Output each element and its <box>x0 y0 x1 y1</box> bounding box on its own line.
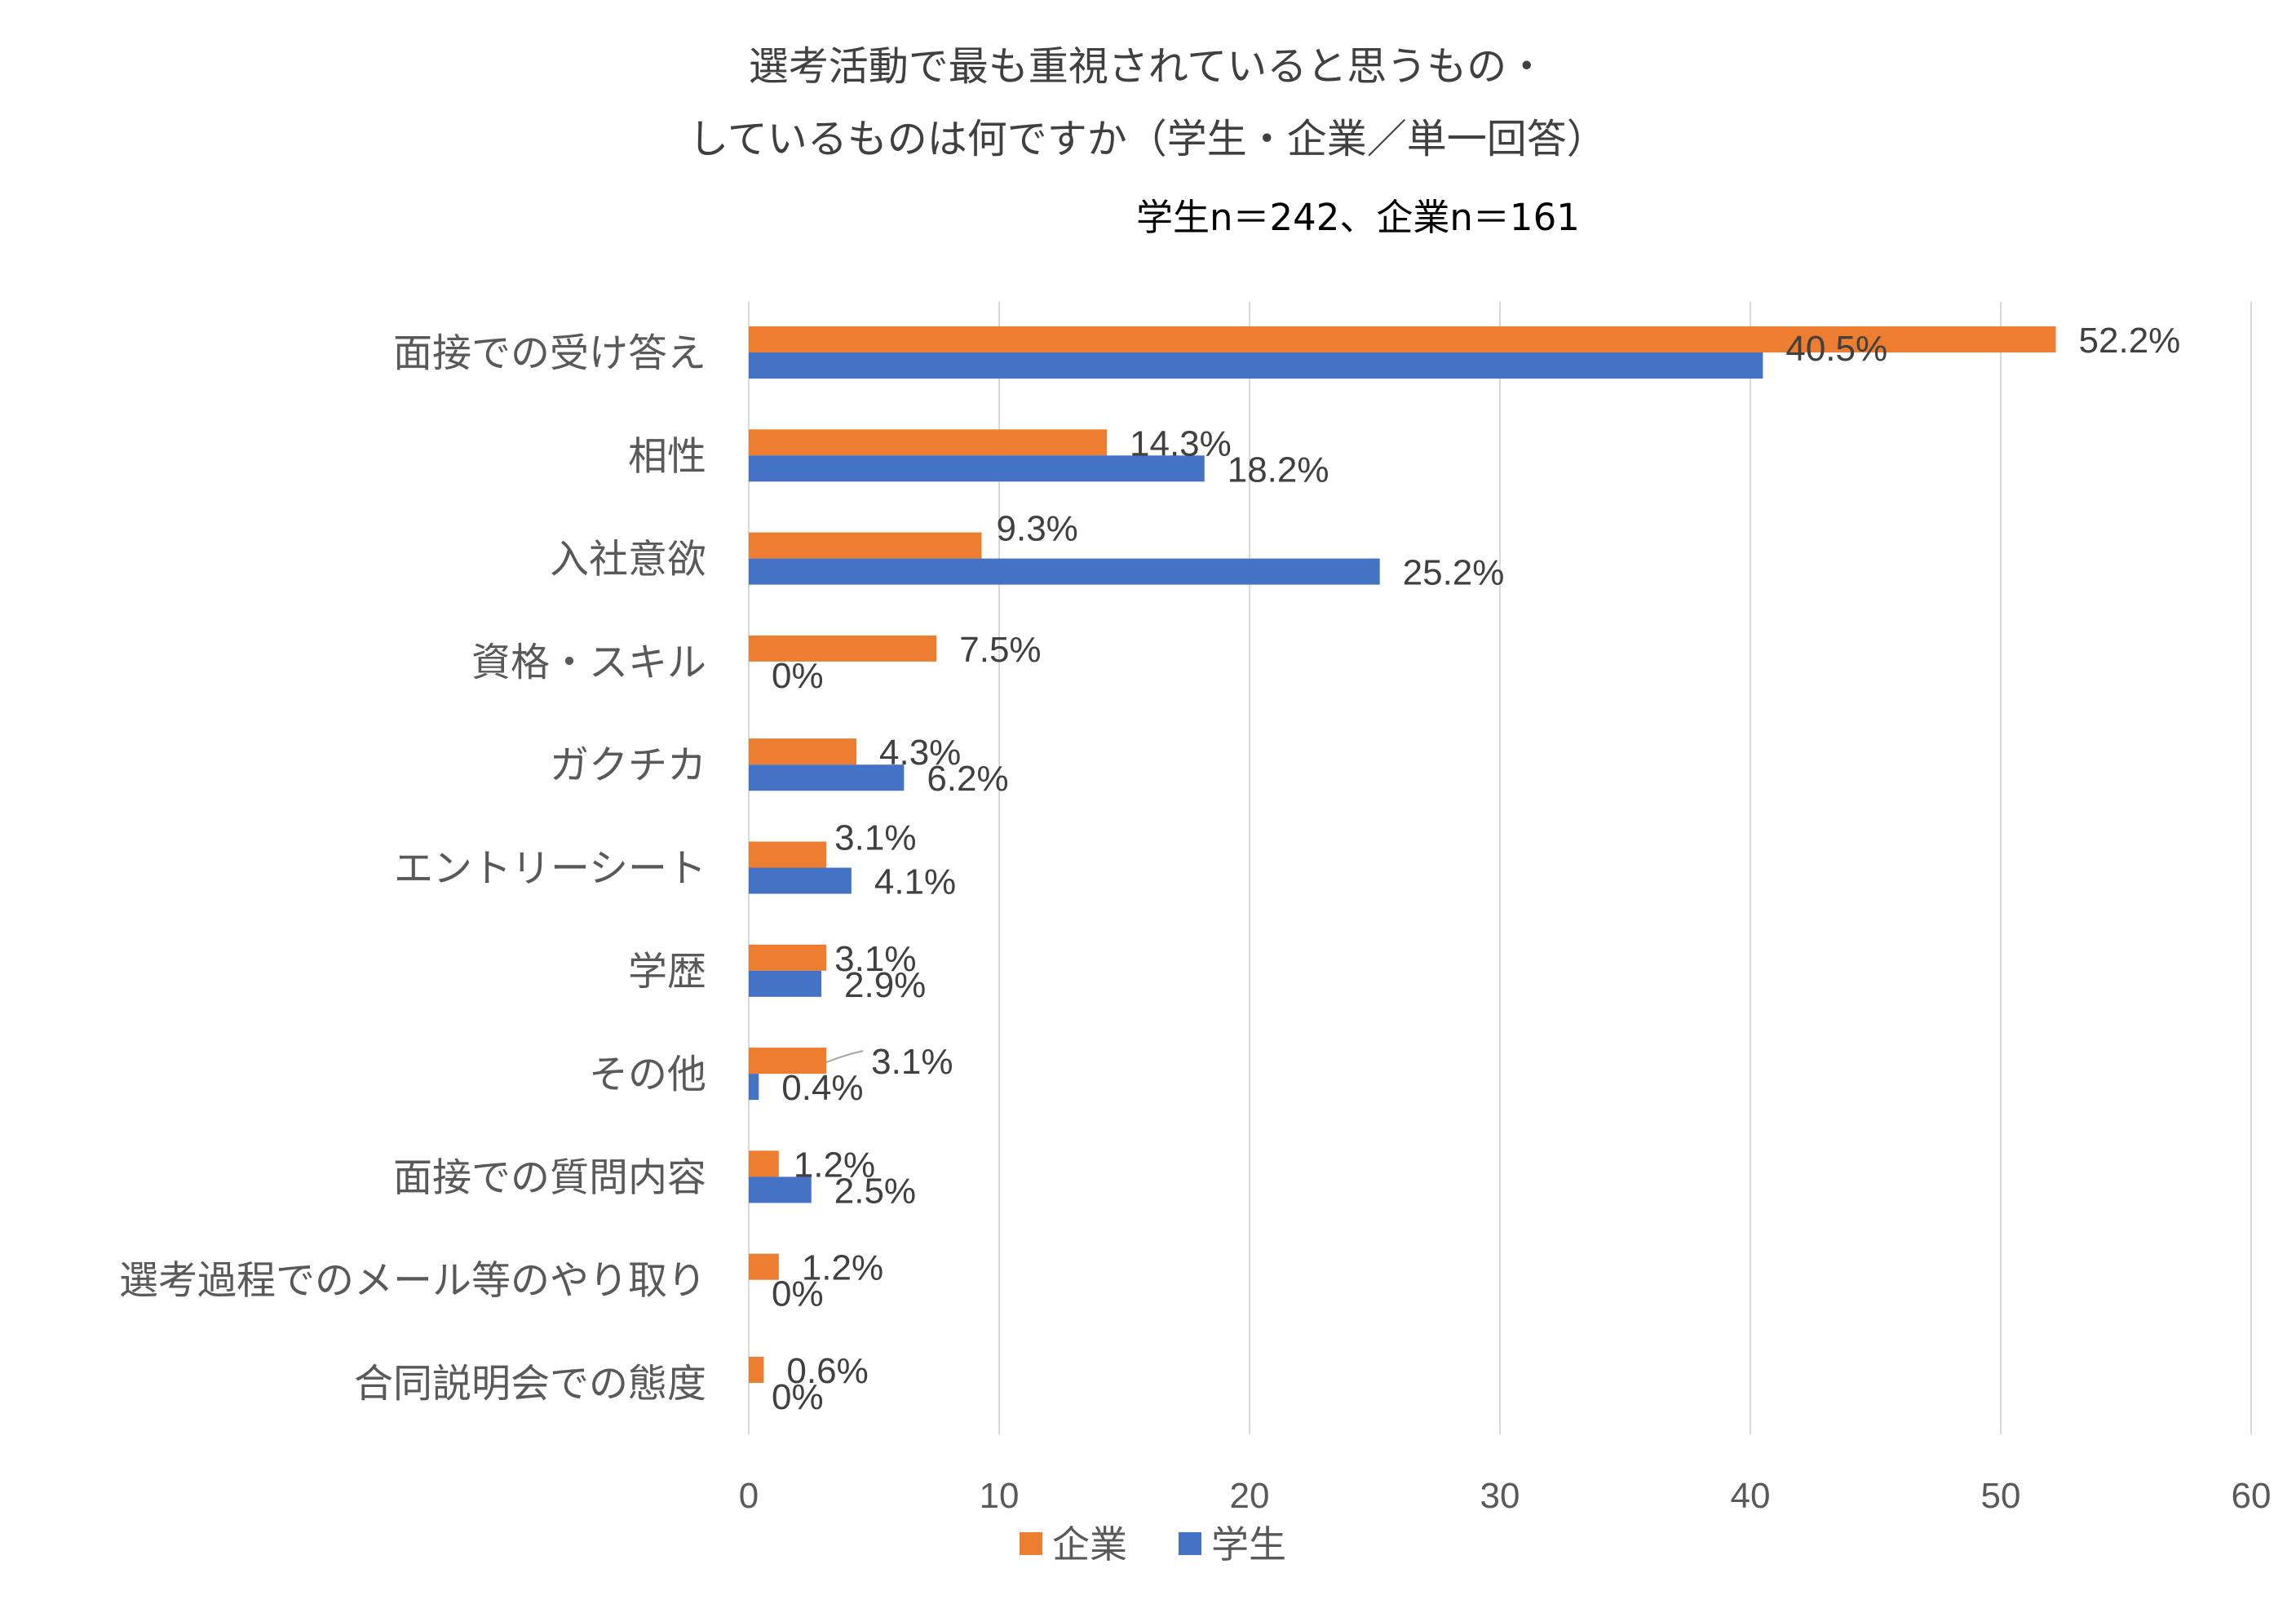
data-label-student: 18.2% <box>1228 450 1329 490</box>
data-label-student: 6.2% <box>927 759 1008 799</box>
chart-title-line-1: 選考活動で最も重視されていると思うもの・ <box>749 43 1547 90</box>
category-label: 学歴 <box>628 949 706 995</box>
bar-company <box>749 1253 779 1280</box>
data-label-student: 0% <box>772 1377 824 1417</box>
bars <box>749 326 2056 1383</box>
x-tick-label: 50 <box>1981 1476 2021 1516</box>
category-label: ガクチカ <box>550 742 706 788</box>
bar-student <box>749 764 905 791</box>
category-label: 合同説明会での態度 <box>354 1361 706 1407</box>
bar-student <box>749 1074 759 1101</box>
data-label-company: 3.1% <box>834 818 916 858</box>
category-label: 資格・スキル <box>471 640 706 685</box>
legend-label-student: 学生 <box>1211 1522 1286 1566</box>
data-label-company: 1.2% <box>794 1145 875 1185</box>
category-labels: 面接での受け答え相性入社意欲資格・スキルガクチカエントリーシート学歴その他面接で… <box>119 330 706 1407</box>
bar-company <box>749 1048 827 1075</box>
data-label-student: 0.4% <box>781 1068 863 1108</box>
bar-company <box>749 429 1108 456</box>
data-label-company: 7.5% <box>959 630 1041 670</box>
category-label: エントリーシート <box>394 846 706 892</box>
x-tick-label: 20 <box>1230 1476 1270 1516</box>
x-tick-label: 0 <box>739 1476 759 1516</box>
bar-student <box>749 970 822 997</box>
bar-company <box>749 635 937 662</box>
x-tick-label: 60 <box>2232 1476 2272 1516</box>
data-label-student: 2.9% <box>844 965 926 1005</box>
x-tick-label: 10 <box>980 1476 1020 1516</box>
category-label: 選考過程でのメール等のやり取り <box>119 1258 706 1304</box>
chart-subtitle: 学生n＝242、企業n＝161 <box>1136 196 1580 239</box>
x-tick-label: 40 <box>1731 1476 1771 1516</box>
bar-company <box>749 326 2056 352</box>
data-label-company: 14.3% <box>1130 423 1232 463</box>
data-label-company: 3.1% <box>871 1042 953 1082</box>
data-label-company: 4.3% <box>879 733 961 773</box>
data-label-student: 40.5% <box>1785 329 1887 369</box>
bar-company <box>749 1357 764 1383</box>
bar-company <box>749 944 827 971</box>
data-label-student: 2.5% <box>834 1171 916 1211</box>
bar-company <box>749 738 857 765</box>
bar-company <box>749 1150 779 1177</box>
bar-student <box>749 558 1380 585</box>
bar-student <box>749 1176 812 1203</box>
category-label: その他 <box>589 1052 706 1097</box>
bar-company <box>749 532 982 559</box>
category-label: 面接での受け答え <box>393 330 706 376</box>
legend-swatch-student <box>1179 1532 1201 1555</box>
chart-title-line-2: しているものは何ですか（学生・企業／単一回答） <box>688 116 1607 162</box>
data-label-student: 4.1% <box>874 862 956 902</box>
x-axis-ticks: 0 10 20 30 40 50 60 <box>739 1476 2272 1516</box>
bar-student <box>749 352 1763 379</box>
leader-line <box>825 1050 864 1064</box>
legend: 企業 学生 <box>1020 1522 1286 1566</box>
legend-swatch-company <box>1020 1532 1042 1555</box>
data-label-company: 52.2% <box>2079 321 2181 361</box>
x-tick-label: 30 <box>1480 1476 1520 1516</box>
data-label-student: 0% <box>772 1274 824 1314</box>
category-label: 相性 <box>628 433 706 479</box>
category-label: 入社意欲 <box>550 537 706 583</box>
legend-label-company: 企業 <box>1052 1522 1127 1566</box>
bar-student <box>749 455 1205 482</box>
data-labels: 52.2% 40.5% 14.3%18.2% 9.3% 25.2% 7.5% 0% 4.3%6… <box>772 321 2180 1417</box>
data-label-student: 0% <box>772 656 824 696</box>
bar-student <box>749 867 852 894</box>
data-label-company: 1.2% <box>802 1248 883 1288</box>
data-label-company: 3.1% <box>834 939 916 979</box>
category-label: 面接での質問内容 <box>393 1154 706 1200</box>
data-label-student: 25.2% <box>1403 553 1505 593</box>
data-label-company: 9.3% <box>997 509 1078 549</box>
data-label-company: 0.6% <box>786 1351 868 1391</box>
gridlines <box>748 302 2252 1434</box>
bar-company <box>749 841 827 868</box>
